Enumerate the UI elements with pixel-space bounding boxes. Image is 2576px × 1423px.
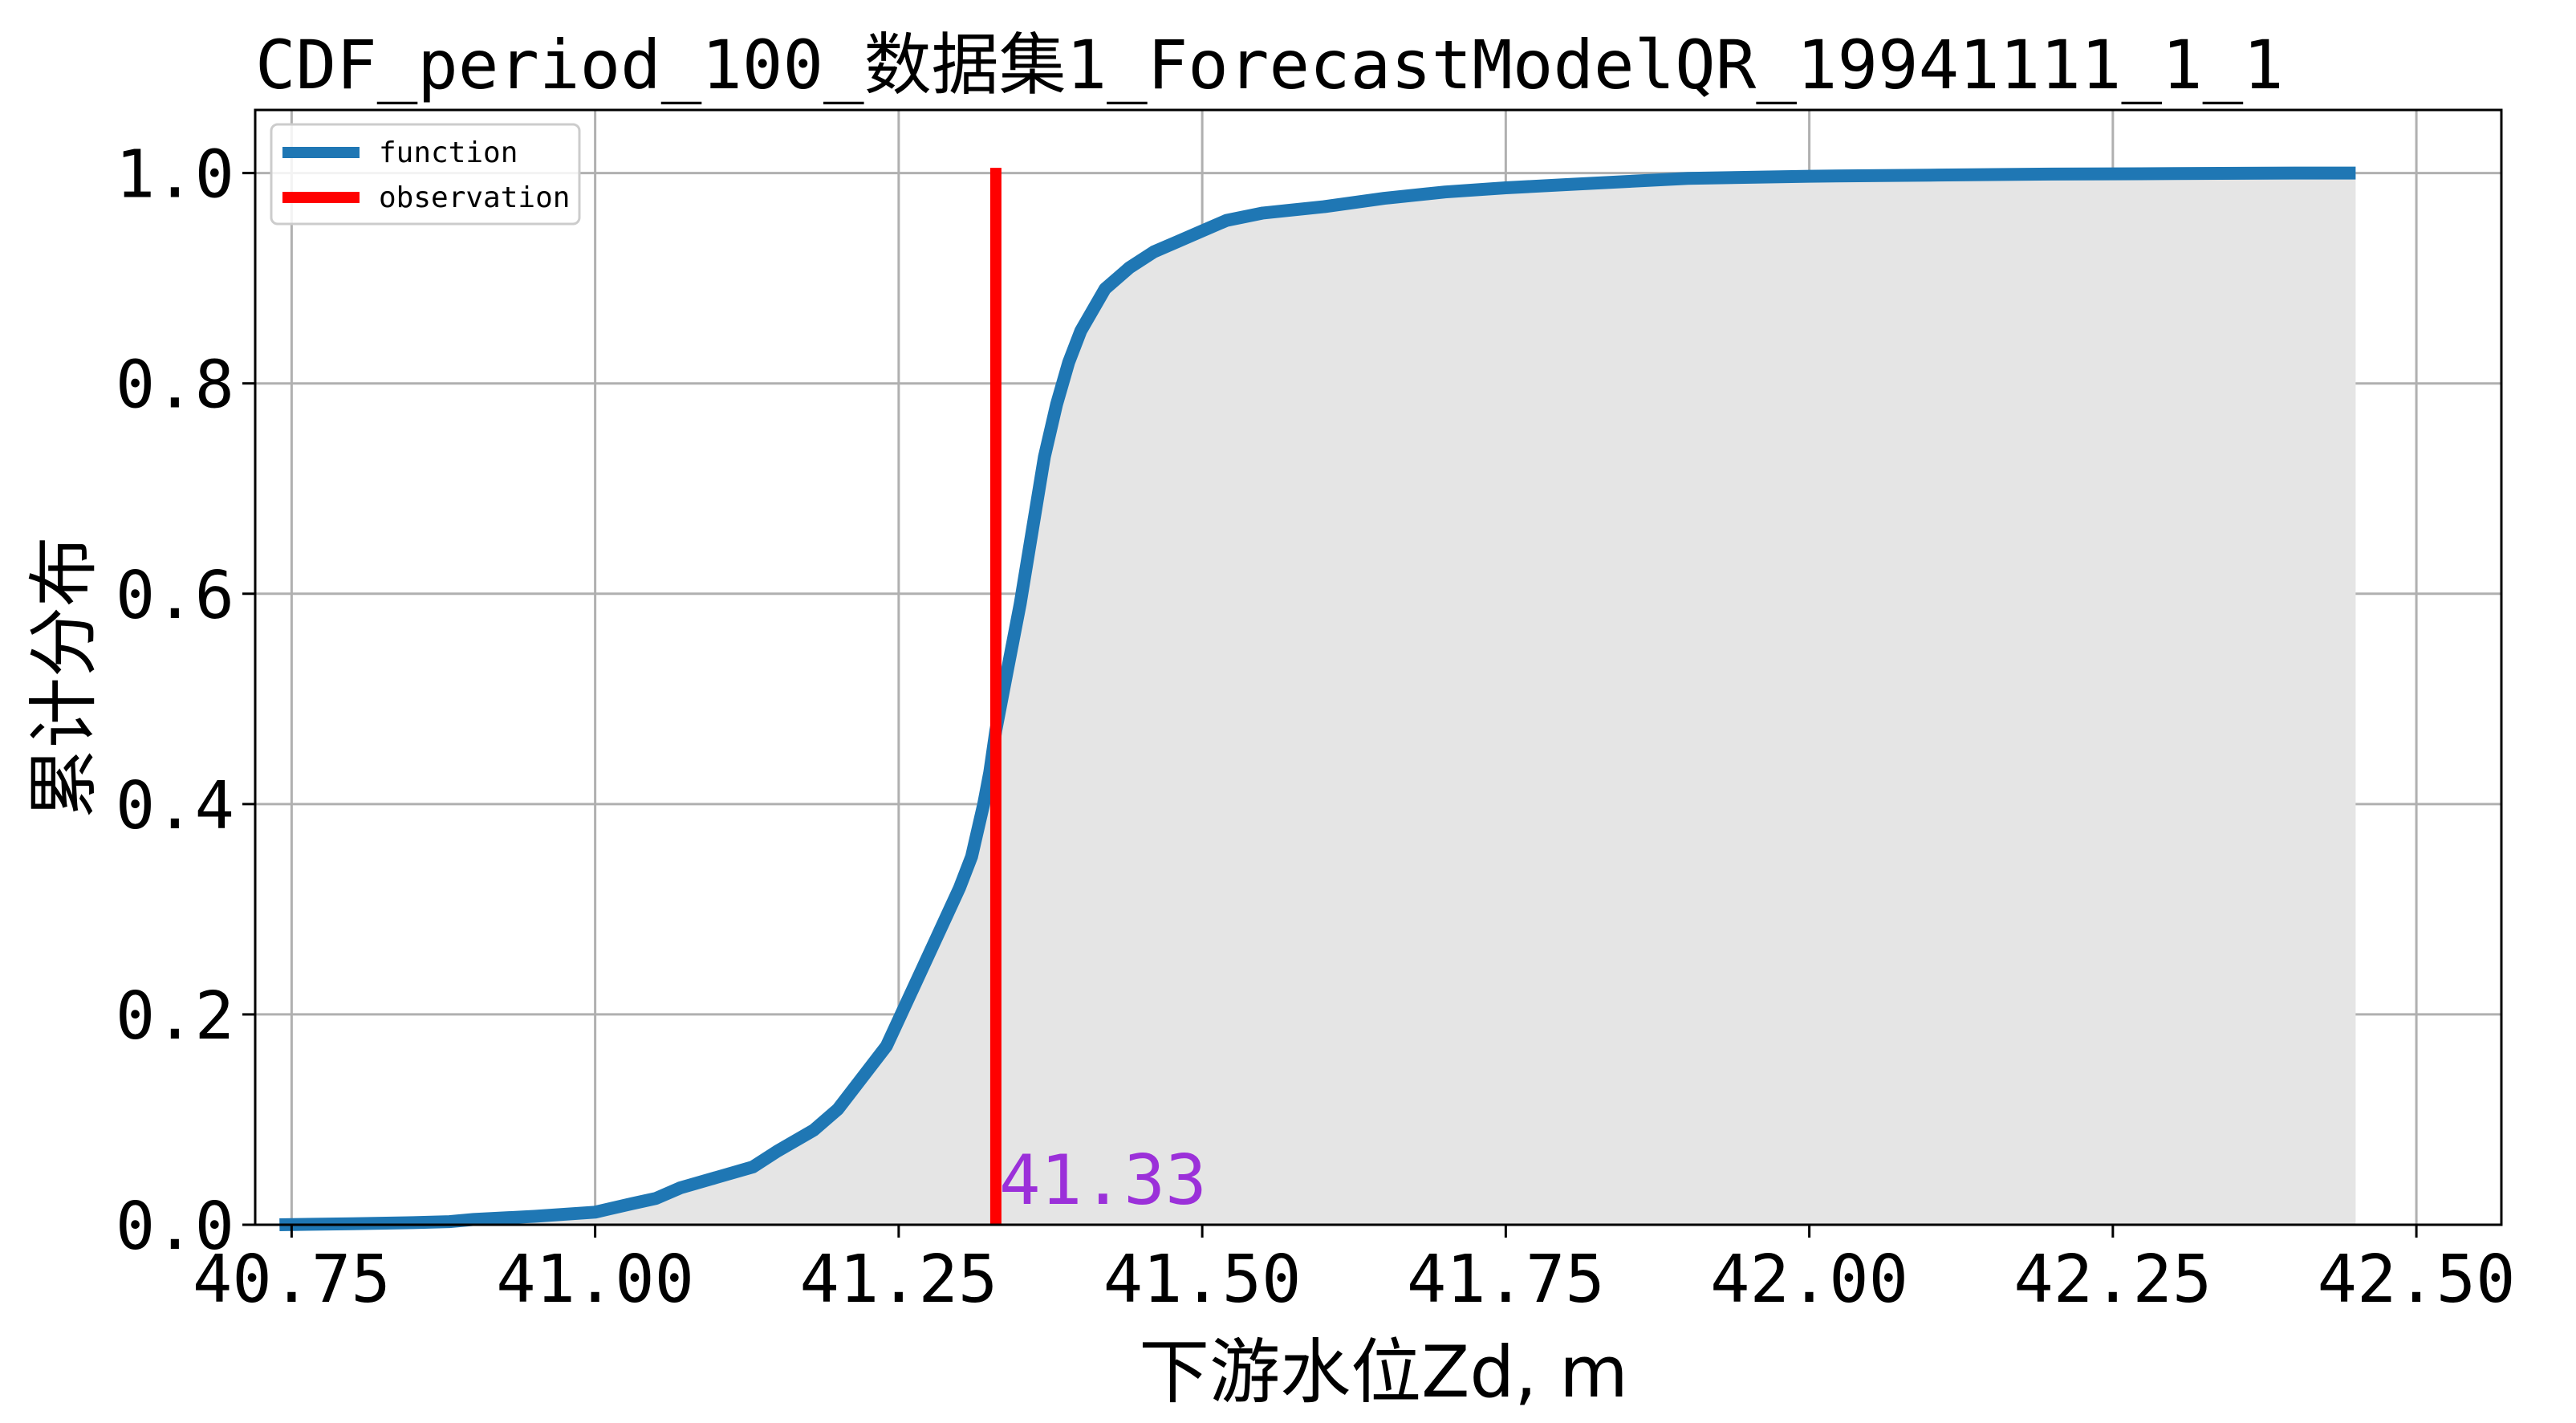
y-tick-label: 0.8 — [116, 348, 234, 424]
x-tick-label: 41.50 — [1103, 1242, 1302, 1318]
legend-label-observation: observation — [379, 181, 570, 214]
y-tick-label: 0.0 — [116, 1189, 234, 1265]
x-tick-label: 41.75 — [1407, 1242, 1605, 1318]
x-axis-ticks: 40.75 41.00 41.25 41.50 41.75 42.00 42.25 42.50 — [193, 1225, 2516, 1318]
x-tick-label: 42.25 — [2013, 1242, 2212, 1318]
legend-label-function: function — [379, 136, 518, 169]
y-axis-ticks: 0.0 0.2 0.4 0.6 0.8 1.0 — [116, 137, 255, 1265]
cdf-function-line — [279, 166, 2356, 1231]
plot-frame — [254, 108, 2503, 1226]
observation-value-label: 41.33 — [999, 1140, 1207, 1221]
x-tick-label: 42.50 — [2318, 1242, 2516, 1318]
x-tick-label: 41.00 — [496, 1242, 694, 1318]
x-tick-label: 40.75 — [193, 1242, 391, 1318]
cdf-fill-area — [279, 173, 2356, 1226]
x-axis-label: 下游水位Zd, m — [1139, 1331, 1628, 1413]
x-tick-label: 41.25 — [799, 1242, 997, 1318]
legend: function observation — [270, 123, 581, 226]
x-tick-label: 42.00 — [1710, 1242, 1908, 1318]
y-tick-label: 0.6 — [116, 558, 234, 634]
y-axis-label: 累计分布 — [22, 536, 105, 819]
chart-title: CDF_period_100_数据集1_ForecastModelQR_1994… — [255, 26, 2284, 104]
y-tick-label: 0.4 — [116, 768, 234, 844]
y-tick-label: 0.2 — [116, 978, 234, 1055]
y-tick-label: 1.0 — [116, 137, 234, 213]
